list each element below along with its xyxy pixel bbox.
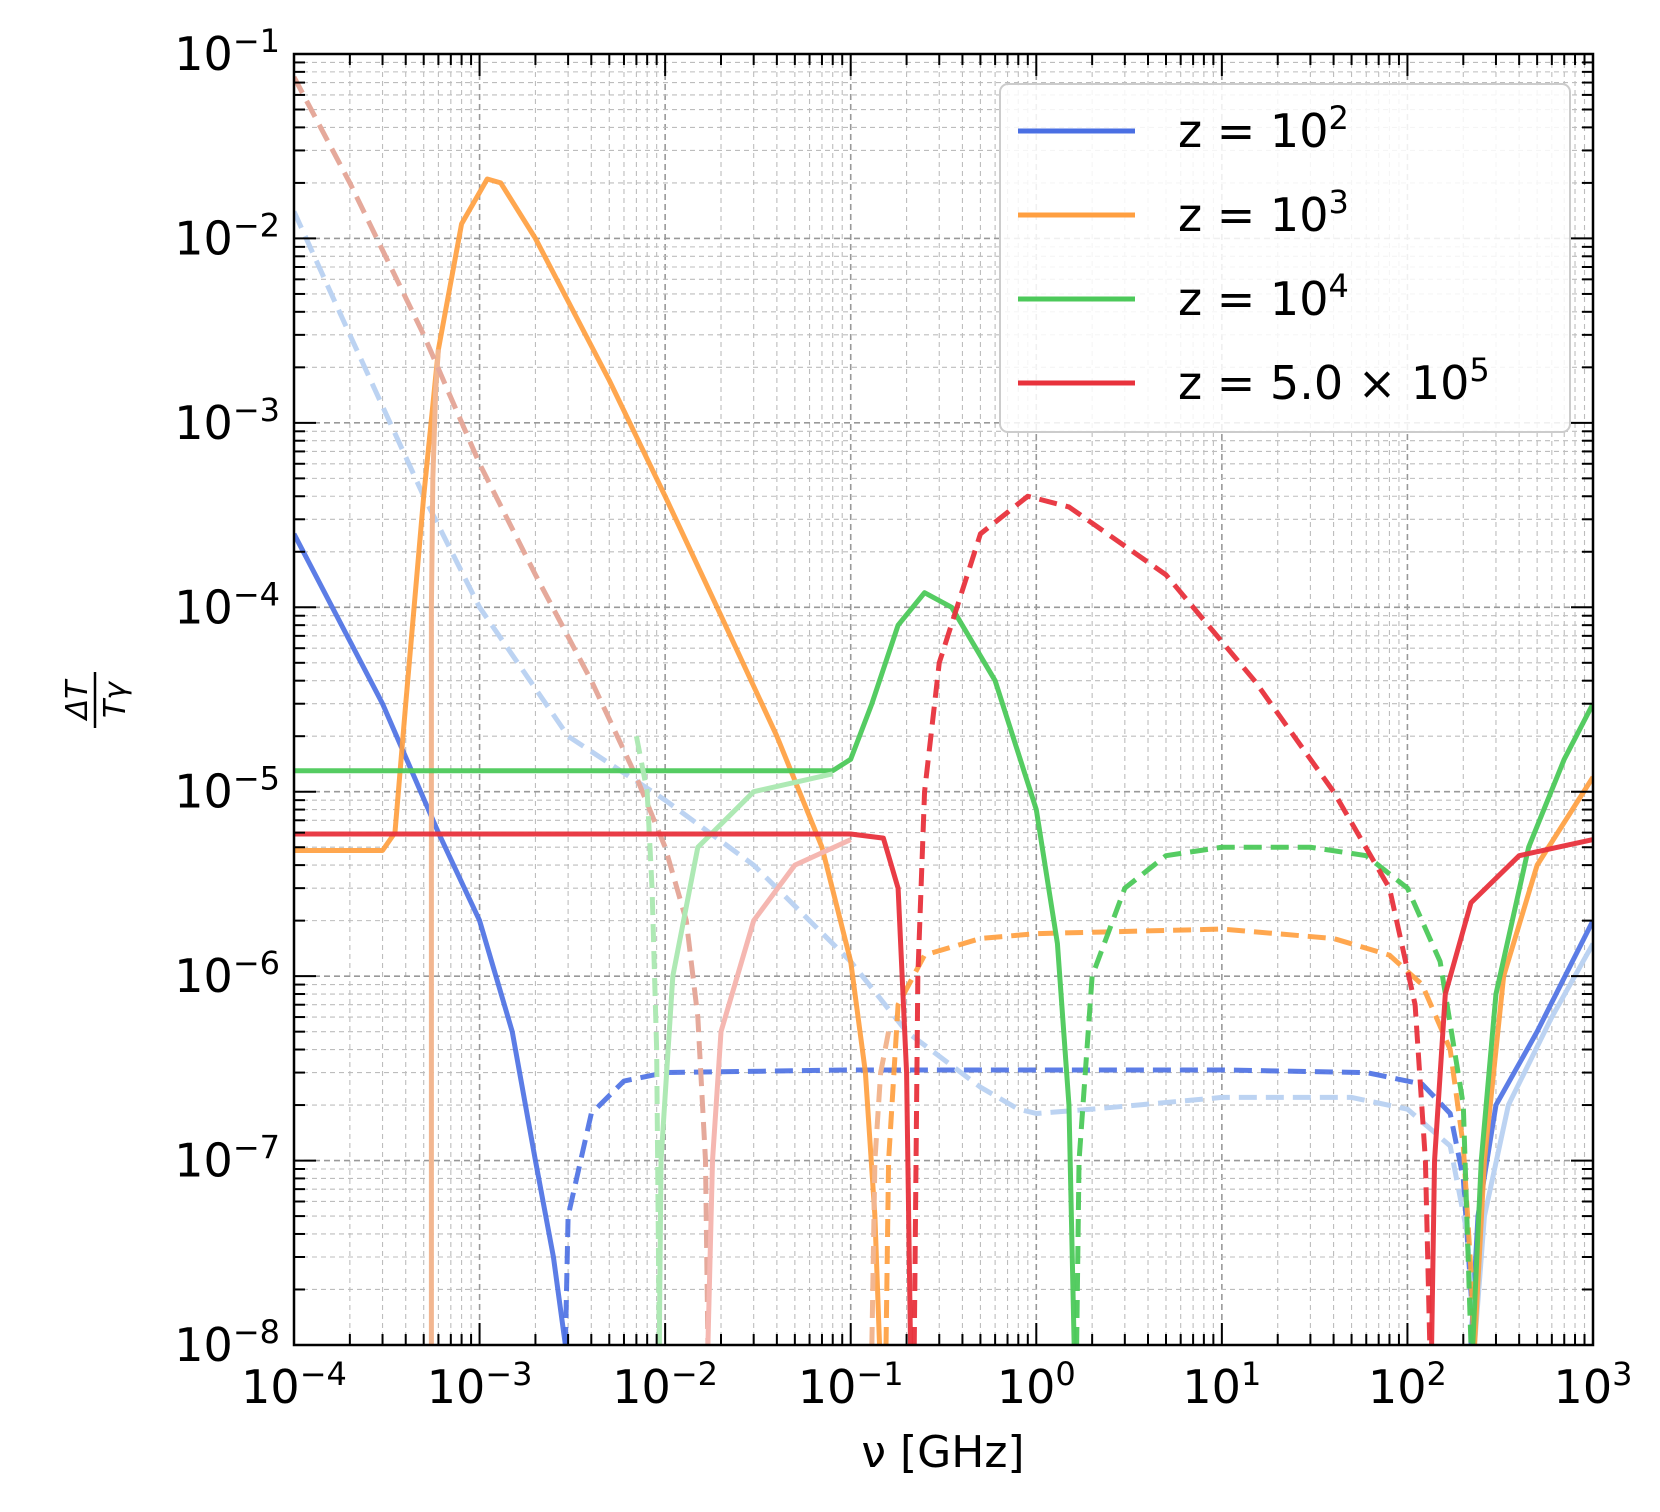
legend-label: z = 103 <box>1178 183 1349 242</box>
series-line <box>1074 844 1474 1345</box>
series-line <box>294 210 1478 1345</box>
y-tick-label: 10−6 <box>174 944 280 1003</box>
x-tick-label: 10−3 <box>427 1355 533 1414</box>
y-axis-label: ΔT Tγ <box>60 672 133 728</box>
y-tick-label: 10−5 <box>174 760 280 819</box>
x-tick-label: 101 <box>1182 1355 1261 1414</box>
series-line <box>656 771 834 1345</box>
series-line <box>883 926 1477 1345</box>
series-line <box>294 176 883 1345</box>
series-line <box>705 837 852 1345</box>
series-line <box>562 1067 1478 1345</box>
series-line <box>633 735 662 1345</box>
y-axis-label-numerator: ΔT <box>60 678 95 722</box>
series-line <box>1429 837 1593 1345</box>
series-line <box>294 75 711 1345</box>
series-group <box>294 75 1593 1345</box>
series-line <box>869 1031 892 1345</box>
y-tick-label: 10−2 <box>174 206 280 265</box>
x-tick-label: 10−2 <box>612 1355 718 1414</box>
y-tick-label: 10−3 <box>174 391 280 450</box>
series-line <box>294 831 914 1345</box>
legend-label: z = 104 <box>1178 267 1349 326</box>
y-tick-label: 10−1 <box>174 22 280 81</box>
legend-label: z = 102 <box>1178 99 1349 158</box>
legend-label: z = 5.0 × 105 <box>1178 351 1490 410</box>
series-line <box>294 590 1077 1345</box>
legend-box <box>999 83 1571 433</box>
y-axis-label-denominator: Tγ <box>98 680 133 718</box>
x-tick-label: 10−4 <box>241 1355 347 1414</box>
x-tick-label: 103 <box>1554 1355 1633 1414</box>
x-axis-label: ν [GHz] <box>861 1427 1024 1478</box>
series-line <box>1470 702 1593 1345</box>
x-tick-label: 102 <box>1368 1355 1447 1414</box>
plot-frame <box>292 52 1595 1347</box>
legend: z = 102 z = 103 z = 104 z = 5.0 × 105 <box>999 83 1571 433</box>
y-tick-label: 10−4 <box>174 575 280 634</box>
x-tick-label: 10−1 <box>798 1355 904 1414</box>
series-line <box>428 349 441 1345</box>
series-line <box>294 532 568 1345</box>
ticks <box>293 54 1593 1346</box>
y-tick-label: 10−7 <box>174 1129 280 1188</box>
x-tick-label: 100 <box>997 1355 1076 1414</box>
tick-labels: 10−4 10−3 10−2 10−1 100 101 102 103 10−1 10−2 10−3… <box>174 22 1632 1414</box>
series-line <box>911 493 1433 1345</box>
series-line <box>1472 775 1593 1345</box>
y-tick-label: 10−8 <box>174 1313 280 1372</box>
